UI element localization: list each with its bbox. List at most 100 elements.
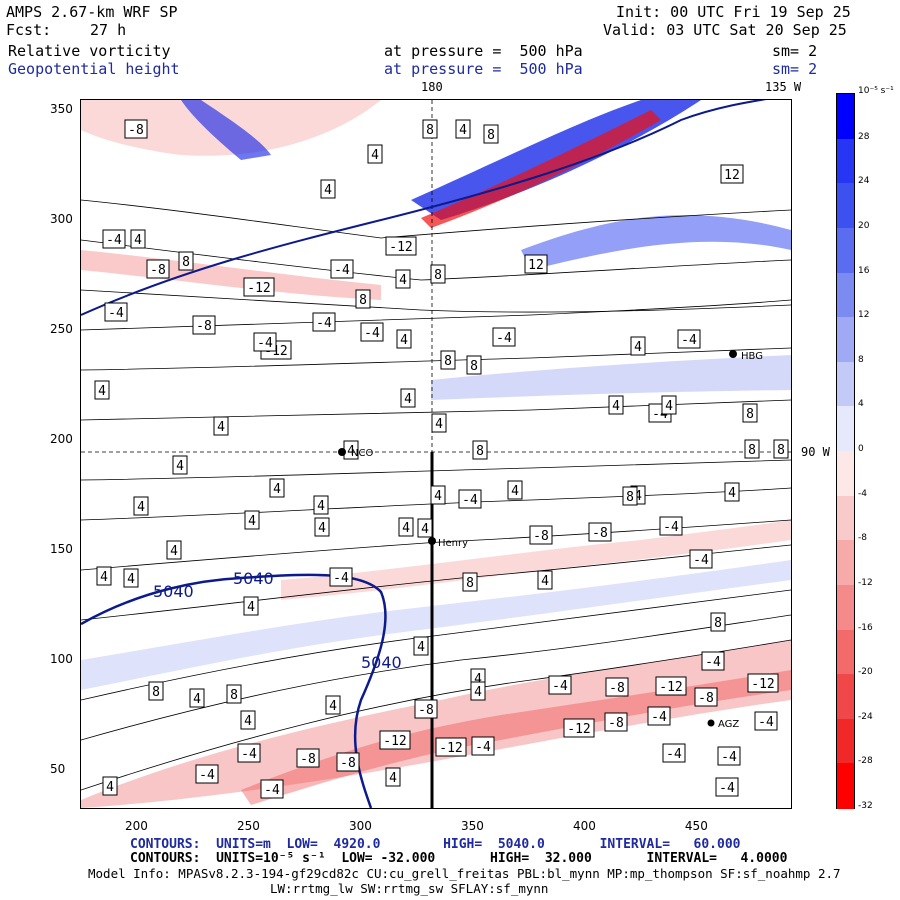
colorbar-swatch — [837, 183, 854, 229]
contour-label-box: 8 — [430, 264, 446, 284]
contour-label-box: 4 — [96, 566, 112, 586]
contour-label-frame — [440, 350, 456, 370]
contour-label-text: 12 — [528, 258, 544, 273]
contour-label-text: 4 — [247, 600, 255, 615]
contour-label-text: 4 — [511, 484, 519, 499]
contour-label-text: 8 — [487, 128, 495, 143]
colorbar-label: -8 — [858, 533, 867, 544]
contour-label-frame — [243, 596, 259, 616]
contour-label-frame — [466, 355, 482, 375]
positive-band-north — [431, 355, 791, 400]
lon-135w-label: 135 W — [765, 80, 802, 94]
x-tick-label: 350 — [460, 819, 484, 833]
contour-label-box: -4 — [312, 312, 336, 332]
y-tick-label: 300 — [50, 211, 73, 226]
contour-label-frame — [435, 737, 467, 757]
contour-label-text: 8 — [476, 444, 484, 459]
contour-label-frame — [385, 236, 417, 256]
contour-label-text: 8 — [182, 255, 190, 270]
vorticity-map: -8 4 8 4 8 4 12 -4 4 -8 8 -12 -12 -4 4 8 12 8 -8 -4 -4 4 -4 -4 4… — [80, 99, 792, 809]
contour-label-box: -4 — [330, 259, 354, 279]
contour-label-frame — [430, 485, 446, 505]
contour-label-text: 8 — [434, 268, 442, 283]
contour-label-frame — [133, 496, 149, 516]
contour-label-text: 4 — [634, 489, 642, 504]
contour-label-frame — [395, 269, 411, 289]
colorbar-swatch — [837, 451, 854, 497]
contour-label-box: 4 — [455, 119, 471, 139]
contour-label-box: 4 — [367, 144, 383, 164]
contour-label-box: 8 — [622, 486, 638, 506]
colorbar-swatch — [837, 495, 854, 541]
contour-label-text: 4 — [137, 500, 145, 515]
contour-label-text: 4 — [728, 486, 736, 501]
contour-label-box: 4 — [537, 570, 553, 590]
colorbar-label: 8 — [858, 354, 864, 365]
contour-label-box: -12 — [385, 236, 417, 256]
station-agz-label: AGZ — [718, 719, 739, 730]
field2-level: at pressure = 500 hPa — [384, 60, 583, 78]
contour-label-box: -4 — [492, 327, 516, 347]
x-tick-label: 450 — [684, 819, 708, 833]
contour-label-text: 8 — [466, 576, 474, 591]
negative-band-core — [241, 670, 791, 805]
contour-label-box: -4 — [360, 322, 384, 342]
station-henry-label: Henry — [438, 538, 468, 549]
contour-label-frame — [524, 254, 548, 274]
field1-name: Relative vorticity — [8, 42, 171, 60]
station-nco-label: NCO — [351, 448, 373, 459]
contour-label-frame — [96, 566, 112, 586]
colorbar-swatch — [837, 361, 854, 407]
contour-label-box: 8 — [483, 124, 499, 144]
contour-label-text: -4 — [333, 571, 349, 586]
contour-label-frame — [379, 730, 411, 750]
contour-label-box: 4 — [630, 336, 646, 356]
vorticity-contour-line — [81, 614, 791, 741]
contour-label-text: -12 — [383, 734, 406, 749]
contour-label-frame — [472, 440, 488, 460]
contour-label-box: 8 — [355, 289, 371, 309]
station-hbg-marker — [729, 350, 737, 358]
contour-label-frame — [605, 677, 629, 697]
contour-label-frame — [422, 119, 438, 139]
contour-label-box: 4 — [133, 496, 149, 516]
station-henry-marker — [428, 537, 436, 545]
contour-label-box: 8 — [773, 439, 789, 459]
contour-label-frame — [563, 718, 595, 738]
contour-label-text: -8 — [533, 529, 549, 544]
contour-label-text: 4 — [318, 521, 326, 536]
contour-label-text: -12 — [751, 677, 774, 692]
contour-label-text: -4 — [364, 326, 380, 341]
colorbar-label: 16 — [858, 265, 870, 276]
contour-label-text: 4 — [329, 699, 337, 714]
contour-label-text: 4 — [459, 123, 467, 138]
contour-label-box: -8 — [124, 119, 148, 139]
valid-time: Valid: 03 UTC Sat 20 Sep 25 — [603, 21, 847, 39]
contour-label-frame — [744, 439, 760, 459]
contour-label-frame — [717, 746, 741, 766]
x-tick-label: 300 — [348, 819, 372, 833]
contour-label-frame — [192, 315, 216, 335]
model-title: AMPS 2.67-km WRF SP — [6, 3, 178, 21]
contour-label-frame — [213, 416, 229, 436]
colorbar-swatch — [837, 227, 854, 273]
contour-label-text: 4 — [417, 640, 425, 655]
contour-label-box: -4 — [195, 764, 219, 784]
contour-label-frame — [471, 736, 495, 756]
contour-label-box: 4 — [507, 480, 523, 500]
contour-label-box: 4 — [269, 478, 285, 498]
contour-label-box: 4 — [396, 329, 412, 349]
contour-label-text: -4 — [108, 306, 124, 321]
contour-label-box: -4 — [701, 651, 725, 671]
contour-label-text: -4 — [552, 679, 568, 694]
field1-smoothing: sm= 2 — [772, 42, 818, 60]
contour-label-box: -4 — [471, 736, 495, 756]
contour-label-text: 4 — [389, 771, 397, 786]
contour-label-text: 4 — [100, 570, 108, 585]
contour-label-frame — [355, 289, 371, 309]
contour-label-box: -4 — [662, 743, 686, 763]
contour-label-box: 4 — [240, 710, 256, 730]
contour-label-text: 8 — [626, 490, 634, 505]
colorbar-swatch — [837, 406, 854, 452]
contour-label-text: -8 — [340, 756, 356, 771]
